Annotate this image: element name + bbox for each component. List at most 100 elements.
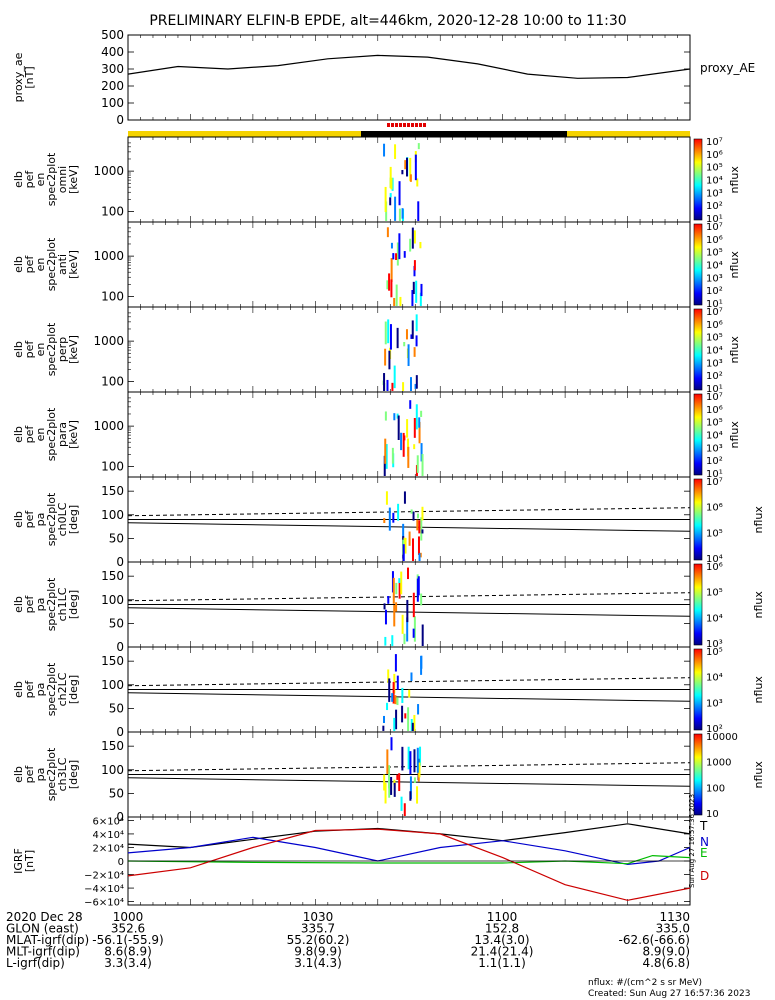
science-zone-marker: [423, 123, 426, 127]
orbit-table: 2020 Dec 28 1000 1030 1100 1130 GLON (east) 35…: [6, 910, 690, 970]
colorbar-tick-label: 10⁷: [706, 137, 723, 148]
colorbar-tick-label: 10⁵: [706, 418, 723, 429]
panels-group: proxy_ae[nT]0100200300400500proxy_AEelbp…: [12, 28, 765, 909]
science-zone-marker: [411, 123, 414, 127]
science-zone-marker: [391, 123, 394, 127]
y-axis-label: spec2plot: [45, 747, 58, 801]
y-tick-label: 500: [101, 28, 124, 42]
y-axis-label: en: [34, 343, 47, 357]
colorbar-tick-label: 10: [706, 809, 719, 820]
y-axis-label: spec2plot: [45, 322, 58, 376]
colorbar-tick-label: 10⁴: [706, 613, 723, 624]
orbit-row-value: 3.1(4.3): [294, 956, 342, 970]
anti-loss-cone-line: [127, 507, 691, 517]
colorbar-tick-label: 10⁴: [706, 346, 723, 357]
loss-cone-line: [127, 522, 691, 532]
anti-loss-cone-line: [127, 677, 691, 687]
series-line-N: [127, 836, 691, 866]
y-tick-label: 150: [101, 484, 124, 498]
state-bar-black: [361, 131, 567, 137]
orbit-row-value: -62.6(-66.6): [619, 933, 690, 947]
colorbar-tick-label: 10⁷: [706, 307, 723, 318]
y-tick-label: 1000: [93, 164, 124, 178]
orbit-row-value: 1130: [659, 910, 690, 924]
colorbar: [693, 223, 703, 306]
y-axis-label: [deg]: [67, 675, 80, 704]
y-axis-label: elb: [12, 681, 25, 698]
y-axis-label: [keV]: [67, 420, 80, 449]
orbit-row-label: MLT-igrf(dip): [6, 945, 80, 959]
y-axis-label: pef: [23, 255, 36, 274]
igrf-legend-D: D: [700, 869, 709, 883]
y-tick-label: 50: [109, 701, 124, 715]
colorbar-tick-label: 1000: [706, 758, 731, 769]
colorbar-tick-label: 10⁶: [706, 562, 723, 573]
y-axis-label: proxy_ae: [12, 52, 25, 102]
y-axis-label: elb: [12, 426, 25, 443]
orbit-row-value: 352.6: [111, 922, 145, 936]
side-stamp: Sun Aug 27 16:57:36 2023: [688, 794, 696, 888]
y-axis-label: [deg]: [67, 590, 80, 619]
colorbar-tick-label: 10⁵: [706, 163, 723, 174]
colorbar: [693, 478, 703, 561]
colorbar-label: nflux: [752, 506, 765, 534]
y-tick-label: 1000: [93, 249, 124, 263]
colorbar-label: nflux: [728, 251, 741, 279]
colorbar-label: nflux: [728, 421, 741, 449]
science-zone-marker: [395, 123, 398, 127]
y-tick-label: 150: [101, 569, 124, 583]
colorbar-tick-label: 10³: [706, 188, 723, 199]
orbit-row-value: 335.7: [301, 922, 335, 936]
y-axis-label: pef: [23, 425, 36, 444]
colorbar-tick-label: 100: [706, 783, 725, 794]
loss-cone-line: [127, 777, 691, 787]
y-axis-label: spec2plot: [45, 152, 58, 206]
orbit-row-label: 2020 Dec 28: [6, 910, 83, 924]
colorbar-tick-label: 10¹: [706, 469, 723, 480]
science-zone-marker: [387, 123, 390, 127]
y-tick-label: 200: [101, 79, 124, 93]
colorbar-label: nflux: [728, 166, 741, 194]
colorbar-tick-label: 10¹: [706, 214, 723, 225]
y-axis-label: en: [34, 173, 47, 187]
y-axis-label: elb: [12, 341, 25, 358]
y-tick-label: 150: [101, 654, 124, 668]
colorbar-tick-label: 10000: [706, 732, 738, 743]
legend-proxy-ae: proxy_AE: [700, 61, 755, 75]
y-tick-label: 300: [101, 62, 124, 76]
colorbar-tick-label: 10⁷: [706, 392, 723, 403]
y-tick-label: 100: [101, 96, 124, 110]
colorbar-tick-label: 10⁶: [706, 405, 723, 416]
colorbar-label: nflux: [752, 591, 765, 619]
colorbar-tick-label: 10³: [706, 639, 723, 650]
y-tick-label: −4×10⁴: [84, 884, 124, 895]
units-note: nflux: #/(cm^2 s sr MeV): [588, 978, 702, 988]
science-zone-marker: [415, 123, 418, 127]
y-tick-label: 4×10⁴: [93, 830, 124, 841]
y-axis-label: pef: [23, 595, 36, 614]
orbit-row-value: 1030: [303, 910, 334, 924]
igrf-legend-E: E: [700, 846, 708, 860]
y-tick-label: 0: [116, 113, 124, 127]
science-zone-marker: [419, 123, 422, 127]
y-axis-label: pa: [34, 513, 47, 527]
y-tick-label: 1000: [93, 419, 124, 433]
orbit-row-value: 1100: [487, 910, 518, 924]
colorbar-tick-label: 10⁶: [706, 235, 723, 246]
colorbar-tick-label: 10²: [706, 456, 723, 467]
y-axis-label: ch3LC: [56, 757, 69, 791]
colorbar-tick-label: 10²: [706, 286, 723, 297]
y-axis-label: pa: [34, 598, 47, 612]
y-tick-label: 100: [101, 290, 124, 304]
colorbar-tick-label: 10⁴: [706, 261, 723, 272]
colorbar-tick-label: 10⁷: [706, 477, 723, 488]
orbit-row-value: 13.4(3.0): [474, 933, 529, 947]
y-tick-label: 50: [109, 616, 124, 630]
y-tick-label: 100: [101, 205, 124, 219]
y-axis-label: [keV]: [67, 250, 80, 279]
